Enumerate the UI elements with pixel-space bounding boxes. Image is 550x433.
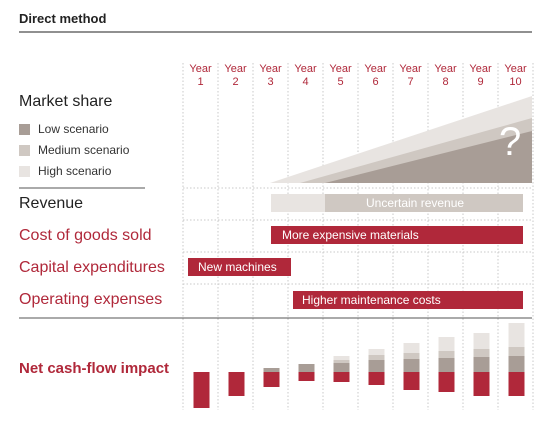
net-bar-high <box>508 323 525 347</box>
net-bar-low <box>508 356 525 372</box>
year-number: 4 <box>302 76 309 88</box>
net-bar-medium <box>473 349 490 357</box>
year-number: 9 <box>477 76 484 88</box>
year-label: Year 8 <box>428 63 464 89</box>
bar-label-higher-maintenance-costs: Higher maintenance costs <box>302 293 441 307</box>
legend-medium-scenario: Medium scenario <box>38 143 130 157</box>
net-bar-low <box>333 363 350 372</box>
row-label-capex: Capital expenditures <box>19 259 165 276</box>
net-bar-negative <box>263 372 280 387</box>
net-bar-low <box>403 359 420 372</box>
row-label-net-cash-flow: Net cash-flow impact <box>19 360 170 377</box>
year-word: Year <box>434 63 457 75</box>
revenue-bar-high <box>271 194 331 212</box>
net-bar-negative <box>193 372 210 408</box>
net-bar-negative <box>228 372 245 396</box>
opex-bar <box>293 291 523 309</box>
year-label: Year 4 <box>288 63 324 89</box>
net-bar-high <box>403 343 420 353</box>
year-word: Year <box>259 63 282 75</box>
page-title: Direct method <box>19 11 107 26</box>
year-word: Year <box>329 63 352 75</box>
row-label-opex: Operating expenses <box>19 291 163 308</box>
net-bar-low <box>438 358 455 372</box>
year-word: Year <box>399 63 422 75</box>
year-word: Year <box>189 63 212 75</box>
year-label: Year 7 <box>393 63 429 89</box>
net-bar-negative <box>368 372 385 385</box>
net-bar-negative <box>438 372 455 392</box>
year-number: 6 <box>372 76 379 88</box>
net-bar-low <box>473 357 490 372</box>
net-bar-negative <box>333 372 350 382</box>
revenue-bar-medium <box>325 194 523 212</box>
net-bar-negative <box>508 372 525 396</box>
year-number: 8 <box>442 76 449 88</box>
net-bar-medium <box>333 360 350 363</box>
legend-low-scenario: Low scenario <box>38 122 109 136</box>
capex-bar <box>188 258 291 276</box>
year-number: 2 <box>232 76 239 88</box>
net-bar-negative <box>403 372 420 390</box>
net-bar-high <box>368 349 385 355</box>
net-bar-medium <box>403 353 420 359</box>
net-bar-medium <box>368 355 385 360</box>
year-word: Year <box>294 63 317 75</box>
year-number: 3 <box>267 76 274 88</box>
legend-swatch-medium <box>19 145 30 156</box>
bar-label-uncertain-revenue: Uncertain revenue <box>366 196 465 210</box>
year-label: Year 3 <box>253 63 289 89</box>
year-number: 10 <box>509 76 522 88</box>
net-bar-low <box>263 368 280 372</box>
year-label: Year 1 <box>183 63 219 89</box>
year-word: Year <box>504 63 527 75</box>
market-share-low-wedge <box>325 131 532 183</box>
legend-swatch-low <box>19 124 30 135</box>
year-word: Year <box>224 63 247 75</box>
year-number: 1 <box>197 76 204 88</box>
year-label: Year 9 <box>463 63 499 89</box>
net-bar-high <box>473 333 490 349</box>
row-label-revenue: Revenue <box>19 195 84 212</box>
net-bar-high <box>438 337 455 351</box>
row-label-cogs: Cost of goods sold <box>19 227 152 244</box>
net-bar-low <box>368 360 385 372</box>
net-bar-negative <box>473 372 490 396</box>
year-label: Year 6 <box>358 63 394 89</box>
year-label: Year 5 <box>323 63 359 89</box>
cogs-bar <box>271 226 523 244</box>
year-number: 5 <box>337 76 344 88</box>
net-bar-medium <box>438 351 455 358</box>
bar-label-more-expensive-materials: More expensive materials <box>282 228 419 242</box>
year-word: Year <box>469 63 492 75</box>
net-bar-low <box>298 364 315 372</box>
net-bar-high <box>333 356 350 360</box>
legend-high-scenario: High scenario <box>38 164 112 178</box>
net-bar-negative <box>298 372 315 381</box>
year-number: 7 <box>407 76 414 88</box>
row-label-market-share: Market share <box>19 93 113 110</box>
net-bar-medium <box>508 347 525 356</box>
legend-swatch-high <box>19 166 30 177</box>
year-label: Year 10 <box>498 63 534 89</box>
year-label: Year 2 <box>218 63 254 89</box>
year-word: Year <box>364 63 387 75</box>
question-mark: ? <box>499 120 522 164</box>
bar-label-new-machines: New machines <box>198 260 277 274</box>
